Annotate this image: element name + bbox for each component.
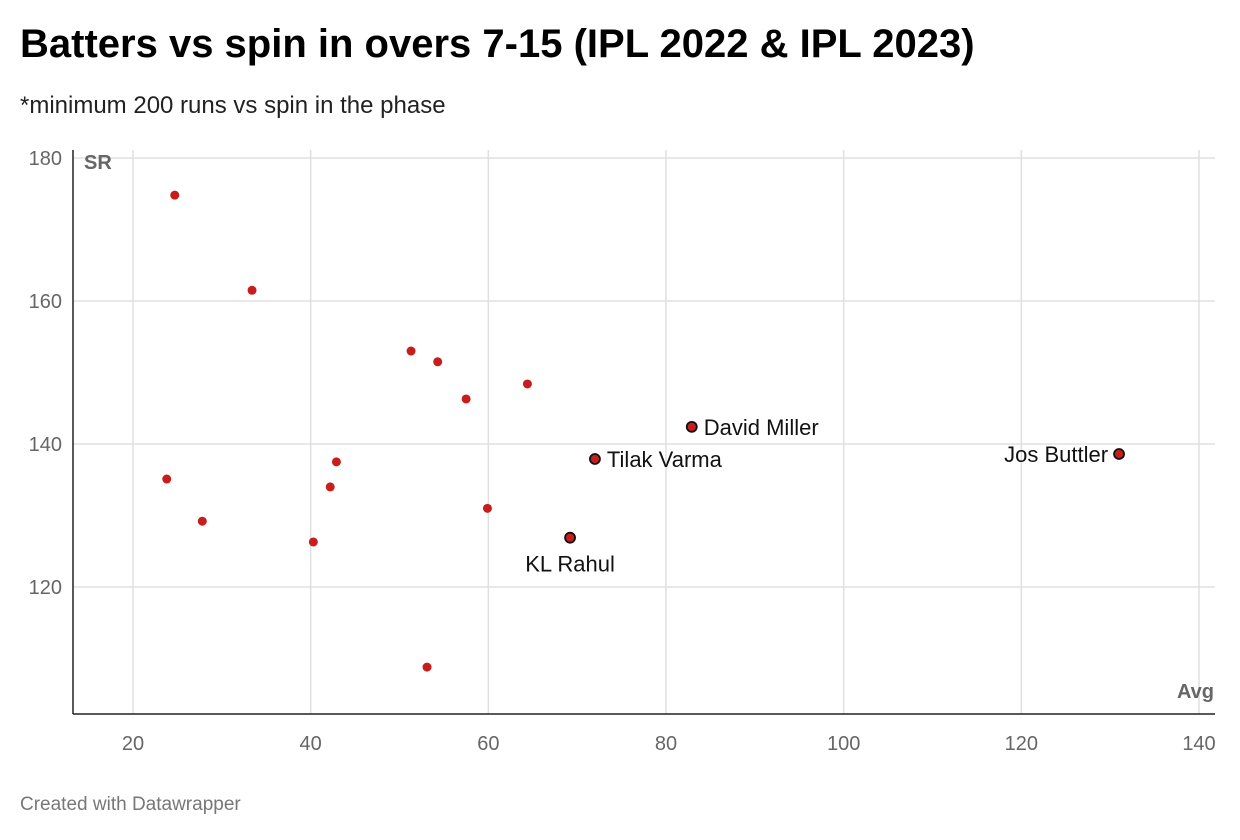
chart-subtitle: *minimum 200 runs vs spin in the phase [20,92,446,119]
y-axis-title: SR [84,152,112,174]
data-point [482,503,492,513]
data-point [162,474,172,484]
data-point-label: David Miller [704,415,819,440]
y-tick-label: 120 [29,577,62,599]
data-point-label: Tilak Varma [607,447,723,472]
highlighted-data-point [1113,448,1125,460]
x-tick-label: 80 [655,733,677,755]
highlighted-data-point [564,531,576,544]
data-point [522,379,532,389]
data-point-label: KL Rahul [525,552,615,577]
data-point [433,357,443,367]
data-point [422,662,432,672]
x-tick-label: 60 [477,733,499,755]
data-point [308,537,318,547]
x-tick-label: 140 [1182,733,1215,755]
x-tick-label: 100 [827,733,860,755]
data-point [331,457,341,467]
data-point [325,482,335,492]
x-tick-label: 120 [1005,733,1038,755]
data-point [461,394,471,404]
highlighted-data-point [589,453,601,465]
data-point [247,285,257,295]
data-point [406,346,416,356]
x-axis-title: Avg [1177,681,1214,703]
x-tick-label: 20 [122,733,144,755]
chart-title: Batters vs spin in overs 7-15 (IPL 2022 … [20,22,975,66]
data-point-label: Jos Buttler [1004,442,1108,467]
y-tick-label: 180 [29,148,62,170]
y-tick-label: 140 [29,434,62,456]
data-point [170,190,180,200]
y-tick-label: 160 [29,291,62,313]
footer-credit[interactable]: Created with Datawrapper [20,794,241,815]
data-point [197,516,207,526]
x-tick-label: 40 [300,733,322,755]
highlighted-data-point [685,420,698,433]
